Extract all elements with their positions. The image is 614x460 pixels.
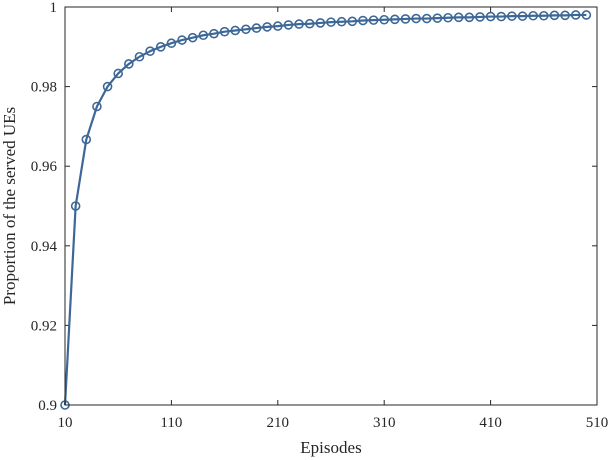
data-point-marker bbox=[475, 12, 485, 22]
data-point-marker bbox=[336, 16, 347, 27]
data-point-marker bbox=[304, 18, 315, 29]
data-point-marker bbox=[251, 23, 262, 33]
data-point-marker bbox=[443, 12, 453, 23]
data-point-marker bbox=[230, 25, 241, 36]
data-point-marker bbox=[432, 13, 443, 23]
y-tick-label: 0.98 bbox=[31, 80, 57, 96]
data-point-marker bbox=[485, 11, 496, 22]
y-axis-label: Proportion of the served UEs bbox=[0, 107, 19, 305]
data-point-marker bbox=[421, 13, 432, 24]
data-point-marker bbox=[166, 38, 177, 49]
data-point-marker bbox=[219, 26, 230, 37]
x-tick-label: 110 bbox=[160, 415, 182, 431]
data-point-marker bbox=[92, 101, 102, 112]
plot-area bbox=[65, 7, 597, 405]
data-point-marker bbox=[326, 17, 336, 27]
y-tick-labels: 0.9 0.92 0.94 0.96 0.98 1 bbox=[31, 0, 58, 414]
data-point-marker bbox=[177, 35, 187, 45]
x-tick-label: 210 bbox=[267, 415, 290, 431]
data-point-marker bbox=[528, 10, 538, 21]
data-point-marker bbox=[581, 10, 592, 20]
data-point-marker bbox=[124, 59, 134, 69]
plot-frame bbox=[64, 6, 598, 406]
y-tick-label: 0.92 bbox=[31, 318, 57, 334]
data-point-marker bbox=[272, 21, 283, 31]
data-point-marker bbox=[390, 14, 400, 25]
data-point-marker bbox=[134, 51, 145, 62]
x-axis-label: Episodes bbox=[300, 438, 361, 457]
data-point-marker bbox=[507, 11, 517, 21]
data-point-marker bbox=[315, 18, 326, 28]
data-point-marker bbox=[70, 201, 81, 211]
data-point-marker bbox=[113, 68, 123, 79]
data-point-marker bbox=[453, 12, 464, 23]
y-tick-label: 0.96 bbox=[31, 159, 58, 175]
x-tick-labels: 10 110 210 310 410 510 bbox=[58, 415, 609, 431]
series-line bbox=[63, 13, 587, 406]
x-tick-label: 510 bbox=[586, 415, 609, 431]
data-point-marker bbox=[102, 81, 113, 92]
data-point-marker bbox=[155, 41, 166, 52]
x-tick-label: 10 bbox=[58, 415, 73, 431]
data-point-marker bbox=[187, 32, 198, 43]
x-tick-label: 310 bbox=[373, 415, 396, 431]
data-point-marker bbox=[538, 10, 549, 21]
y-tick-label: 1 bbox=[50, 0, 58, 16]
data-point-marker bbox=[464, 12, 475, 23]
data-point-marker bbox=[560, 10, 570, 21]
y-tick-label: 0.9 bbox=[38, 398, 57, 414]
data-point-marker bbox=[198, 30, 209, 41]
data-point-marker bbox=[411, 13, 421, 24]
data-point-marker bbox=[209, 28, 219, 39]
data-point-marker bbox=[400, 14, 411, 24]
data-point-marker bbox=[549, 10, 560, 21]
data-point-marker bbox=[517, 11, 528, 21]
data-point-marker bbox=[81, 134, 92, 145]
data-point-marker bbox=[570, 10, 581, 20]
data-point-marker bbox=[262, 22, 272, 32]
data-point-marker bbox=[241, 24, 251, 35]
x-tick-label: 410 bbox=[479, 415, 502, 431]
data-point-marker bbox=[368, 15, 379, 25]
data-point-marker bbox=[358, 15, 368, 26]
data-point-marker bbox=[283, 20, 294, 30]
data-point-marker bbox=[294, 19, 304, 29]
data-point-marker bbox=[496, 11, 507, 22]
data-point-marker bbox=[347, 16, 358, 27]
y-tick-label: 0.94 bbox=[31, 239, 58, 255]
data-point-marker bbox=[379, 14, 390, 25]
data-point-marker bbox=[145, 46, 155, 56]
series-layer bbox=[60, 10, 592, 410]
